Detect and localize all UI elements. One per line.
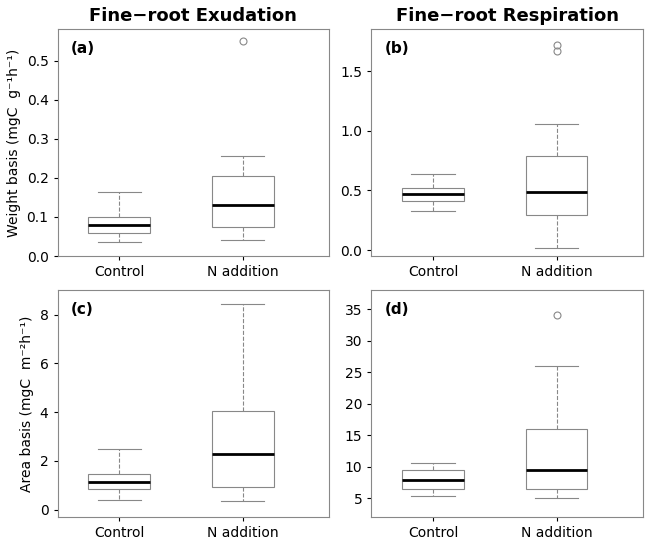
Bar bbox=[526, 429, 588, 488]
Text: (a): (a) bbox=[71, 40, 96, 56]
Bar bbox=[88, 474, 150, 489]
Y-axis label: Area basis (mgC  m⁻²h⁻¹): Area basis (mgC m⁻²h⁻¹) bbox=[20, 316, 34, 492]
Title: Fine−root Exudation: Fine−root Exudation bbox=[90, 7, 297, 25]
Title: Fine−root Respiration: Fine−root Respiration bbox=[396, 7, 619, 25]
Bar bbox=[212, 176, 274, 227]
Bar bbox=[402, 470, 464, 488]
Text: (b): (b) bbox=[385, 40, 410, 56]
Bar bbox=[526, 156, 588, 216]
Text: (d): (d) bbox=[385, 301, 410, 317]
Text: (c): (c) bbox=[71, 301, 94, 317]
Bar bbox=[402, 188, 464, 201]
Y-axis label: Weight basis (mgC  g⁻¹h⁻¹): Weight basis (mgC g⁻¹h⁻¹) bbox=[7, 49, 21, 237]
Bar bbox=[88, 217, 150, 232]
Bar bbox=[212, 411, 274, 486]
